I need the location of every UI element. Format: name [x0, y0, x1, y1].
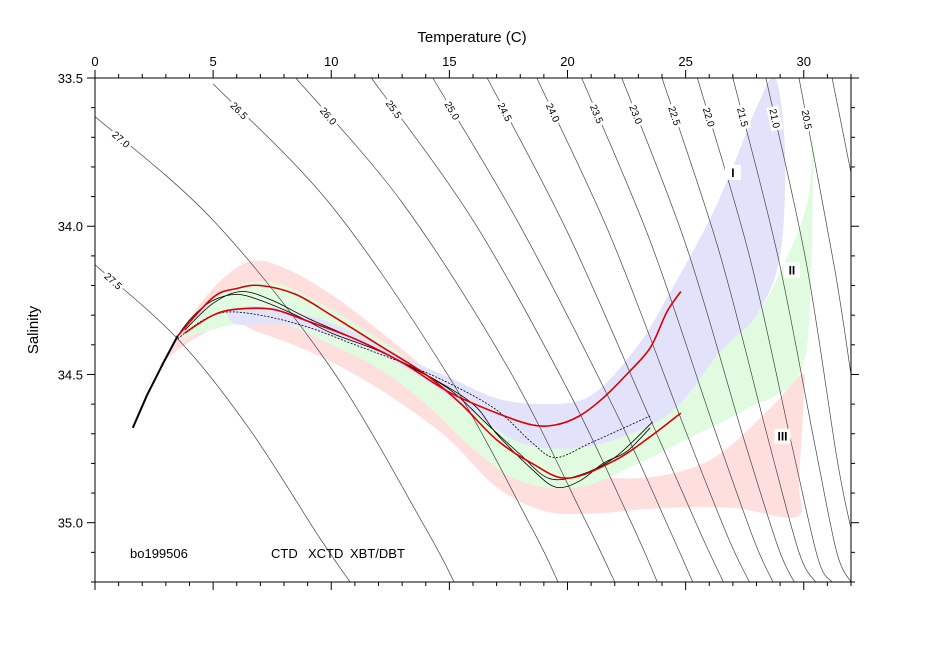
y-tick-label: 33.5 [58, 71, 83, 86]
x-tick-label: 20 [560, 54, 574, 69]
x-tick-label: 15 [442, 54, 456, 69]
isopycnal-24.0 [536, 78, 750, 582]
isopycnal-22.5 [661, 78, 816, 582]
legend-item-xctd: XCTD [308, 546, 343, 561]
isopycnal-edge [831, 78, 851, 173]
isopycnal-27.5 [95, 264, 351, 582]
isoline-label-bg [108, 126, 134, 152]
isoline-label-22.0: 22.0 [700, 106, 716, 128]
isopycnal-25.5 [371, 78, 658, 582]
isoline-label-bg [586, 100, 607, 128]
isoline-label-bg [493, 98, 516, 126]
isopycnal-24.5 [486, 78, 724, 582]
isoline-label-bg [798, 106, 815, 133]
isoline-label-layer: 27.527.026.5 26.0 25.5 25.0 24.5 24.0 23.5 23.0… [100, 96, 815, 294]
y-tick-label: 34.5 [58, 367, 83, 382]
isopycnal-27.0 [95, 116, 455, 582]
isopycnal-26.0 [295, 78, 616, 582]
isoline-label-bg [625, 101, 646, 128]
legend-item-xbt-dbt: XBT/DBT [350, 546, 405, 561]
envelope-3 [224, 78, 786, 449]
cruise-label: bo199506 [130, 546, 188, 561]
isoline-label-21.5: 21.5 [734, 107, 750, 129]
axis-tick-layer: 0 5 10 15 20 25 30 33.5 34.0 34.5 35.0 [58, 54, 859, 590]
legend: CTD XCTD XBT/DBT [271, 546, 405, 561]
envelope-layer [137, 78, 814, 518]
isoline-label-bg [766, 105, 784, 132]
x-tick-label: 25 [678, 54, 692, 69]
isoline-label-22.5: 22.5 [665, 105, 682, 127]
x-tick-label: 10 [324, 54, 338, 69]
y-tick-label: 34.0 [58, 219, 83, 234]
isopycnal-21.0 [765, 78, 851, 529]
envelope-2 [180, 105, 814, 489]
x-tick-label: 0 [91, 54, 98, 69]
isopycnal-23.0 [621, 78, 795, 582]
region-label-II: II [789, 264, 796, 278]
isoline-label-bg [440, 97, 464, 124]
x-tick-label: 30 [797, 54, 811, 69]
isoline-label-bg [699, 103, 718, 131]
x-axis-title: Temperature (C) [417, 29, 526, 46]
isopycnal-21.5 [732, 78, 851, 582]
isoline-label-bg [665, 102, 684, 130]
density-isoline-layer [95, 78, 851, 582]
isoline-label-bg [542, 99, 564, 126]
region-label-I: I [731, 166, 734, 180]
isoline-label-21.0: 21.0 [766, 108, 781, 130]
isoline-label-bg [381, 96, 406, 123]
isoline-label-bg [226, 97, 252, 124]
isoline-label-bg [315, 102, 341, 129]
isopycnal-25.0 [432, 78, 694, 582]
region-label-bg [774, 428, 791, 444]
y-tick-label: 35.0 [58, 516, 83, 531]
ctd-deep-tail [131, 335, 179, 429]
y-axis-title: Salinity [25, 305, 42, 354]
series-4 [177, 284, 682, 480]
profile-series-layer [131, 284, 682, 488]
isopycnal-23.5 [581, 78, 774, 582]
region-label-III: III [777, 430, 787, 444]
isoline-label-bg [733, 103, 752, 131]
region-label-bg [783, 262, 800, 278]
legend-item-ctd: CTD [271, 546, 298, 561]
series-5 [184, 291, 682, 427]
region-label-bg [724, 164, 741, 180]
x-tick-label: 5 [210, 54, 217, 69]
isopycnal-26.5 [212, 83, 559, 582]
isoline-label-20.5: 20.5 [799, 109, 813, 131]
isoline-label-bg [100, 268, 127, 294]
